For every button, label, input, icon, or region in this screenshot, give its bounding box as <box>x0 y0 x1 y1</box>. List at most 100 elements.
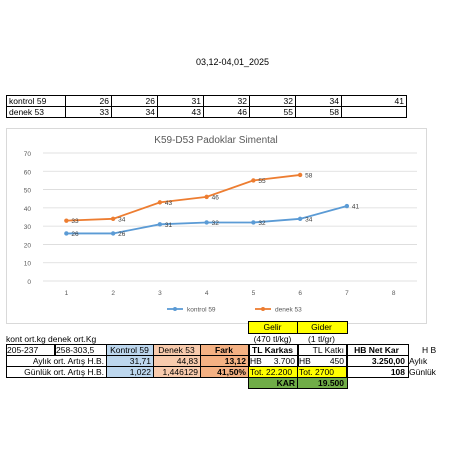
data-label: 33 <box>71 218 79 225</box>
data-table: kontrol 59 26 26 31 32 32 34 41 denek 53… <box>6 95 407 118</box>
row2-denek: 1,446129 <box>162 367 198 377</box>
data-point <box>157 222 163 227</box>
table-cell: 32 <box>249 95 296 107</box>
range-kontrol: 205-237 <box>7 345 39 355</box>
data-label: 32 <box>212 220 220 227</box>
table-cell: 33 <box>65 106 112 118</box>
data-point <box>344 203 350 209</box>
kar-label: KAR <box>276 378 295 388</box>
table-cell <box>341 106 407 118</box>
gelir-label: Gelir <box>263 322 282 332</box>
data-label: 58 <box>305 172 313 179</box>
x-tick-label: 3 <box>158 290 162 297</box>
chart-title: K59-D53 Padoklar Simental <box>154 135 277 146</box>
kontrol-header: Kontrol 59 <box>110 345 149 355</box>
data-label: 34 <box>118 216 126 223</box>
row-label: denek 53 <box>6 106 66 118</box>
table-cell: 46 <box>203 106 250 118</box>
table-cell: 31 <box>157 95 204 107</box>
data-label: 34 <box>305 216 313 223</box>
gelir-unit: (470 tl/kg) <box>253 334 292 344</box>
hb-net-kar-header: HB Net Kar <box>354 345 399 355</box>
data-label: 46 <box>212 194 220 201</box>
data-point <box>204 194 209 200</box>
row2-fark: 41,50% <box>217 367 246 377</box>
table-cell: 55 <box>249 106 296 118</box>
row1-denek: 44,83 <box>176 356 198 366</box>
row2-tot2: Tot. 2700 <box>299 367 334 377</box>
summary-border <box>346 366 409 378</box>
y-tick-label: 0 <box>27 279 31 286</box>
row1-katki: 450 <box>329 356 344 366</box>
data-label: 41 <box>352 204 360 211</box>
x-tick-label: 5 <box>252 290 256 297</box>
tl-katki-header: TL Katkı <box>312 345 344 355</box>
y-tick-label: 30 <box>24 224 32 231</box>
ort-header: kont ort.kg denek ort.Kg <box>6 334 97 344</box>
row1-hb2: HB <box>299 356 311 366</box>
data-point <box>251 178 256 183</box>
y-tick-label: 70 <box>24 151 32 158</box>
table-row: kontrol 59 26 26 31 32 32 34 41 <box>6 95 407 107</box>
legend-label: denek 53 <box>275 307 302 314</box>
row1-suffix: Aylık <box>409 356 428 366</box>
legend-label: kontrol 59 <box>187 307 216 314</box>
legend-marker <box>261 307 265 311</box>
range-denek: 258-303,5 <box>56 345 95 355</box>
series-line <box>66 174 301 222</box>
x-tick-label: 8 <box>392 290 396 297</box>
x-tick-label: 7 <box>345 290 349 297</box>
table-cell: 41 <box>341 95 407 107</box>
y-tick-label: 10 <box>24 261 32 268</box>
denek-header: Denek 53 <box>158 345 195 355</box>
data-label: 55 <box>258 178 266 185</box>
hb-label: H B <box>422 345 437 355</box>
row1-label: Aylık ort. Artış H.B. <box>32 356 104 366</box>
data-point <box>64 231 69 236</box>
row2-label: Günlük ort. Artış H.B. <box>24 367 104 377</box>
data-label: 31 <box>165 222 173 229</box>
y-tick-label: 60 <box>24 169 32 176</box>
data-point <box>157 200 163 205</box>
row2-kontrol: 1,022 <box>129 367 151 377</box>
data-point <box>297 172 303 178</box>
row-label: kontrol 59 <box>6 95 66 107</box>
gider-header <box>297 321 348 334</box>
table-cell: 58 <box>295 106 342 118</box>
table-row: denek 53 33 34 43 46 55 58 <box>6 106 407 118</box>
data-point <box>64 218 69 223</box>
row2-suffix: Günlük <box>409 367 436 377</box>
legend-marker <box>173 307 177 311</box>
data-label: 26 <box>71 231 79 238</box>
data-label: 43 <box>165 200 173 207</box>
line-chart: K59-D53 Padoklar Simental 0 10 20 30 40 50 60 7… <box>24 135 417 314</box>
row1-net: 3.250,00 <box>371 356 405 366</box>
chart-frame: K59-D53 Padoklar Simental 0 10 20 30 40 50 60 7… <box>6 128 427 324</box>
data-point <box>297 216 303 222</box>
row2-tot1: Tot. 22.200 <box>250 367 293 377</box>
table-cell: 26 <box>111 95 158 107</box>
gider-label: Gider <box>311 322 332 332</box>
fark-header: Fark <box>215 345 233 355</box>
row1-kontrol: 31,71 <box>129 356 151 366</box>
x-tick-label: 1 <box>65 290 69 297</box>
gider-unit: (1 tl/gr) <box>308 334 335 344</box>
table-cell: 26 <box>65 95 112 107</box>
y-tick-label: 40 <box>24 206 32 213</box>
row1-karkas: 3.700 <box>273 356 295 366</box>
kar-value: 19.500 <box>318 378 344 388</box>
kar-value-cell <box>297 377 348 389</box>
x-tick-label: 6 <box>298 290 302 297</box>
table-cell: 32 <box>203 95 250 107</box>
page-title: 03,12-04,01_2025 <box>195 57 270 67</box>
data-point <box>251 220 256 225</box>
table-cell: 34 <box>111 106 158 118</box>
y-tick-label: 50 <box>24 188 32 195</box>
row2-net: 108 <box>390 367 405 377</box>
table-cell: 43 <box>157 106 204 118</box>
x-tick-label: 2 <box>111 290 115 297</box>
tl-karkas-header: TL Karkas <box>252 345 293 355</box>
data-label: 26 <box>118 231 126 238</box>
data-point <box>110 216 116 222</box>
data-point <box>110 231 116 236</box>
